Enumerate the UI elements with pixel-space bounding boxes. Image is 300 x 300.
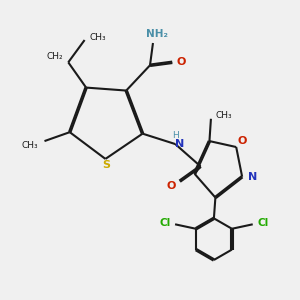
Text: Cl: Cl (159, 218, 170, 228)
Text: N: N (248, 172, 257, 182)
Text: CH₃: CH₃ (21, 141, 38, 150)
Text: O: O (176, 57, 186, 67)
Text: CH₃: CH₃ (216, 111, 232, 120)
Text: Cl: Cl (257, 218, 269, 228)
Text: H: H (172, 130, 178, 140)
Text: N: N (175, 139, 184, 149)
Text: CH₃: CH₃ (90, 33, 106, 42)
Text: S: S (102, 160, 110, 170)
Text: O: O (166, 181, 176, 191)
Text: CH₂: CH₂ (46, 52, 63, 61)
Text: NH₂: NH₂ (146, 29, 168, 39)
Text: O: O (238, 136, 247, 146)
